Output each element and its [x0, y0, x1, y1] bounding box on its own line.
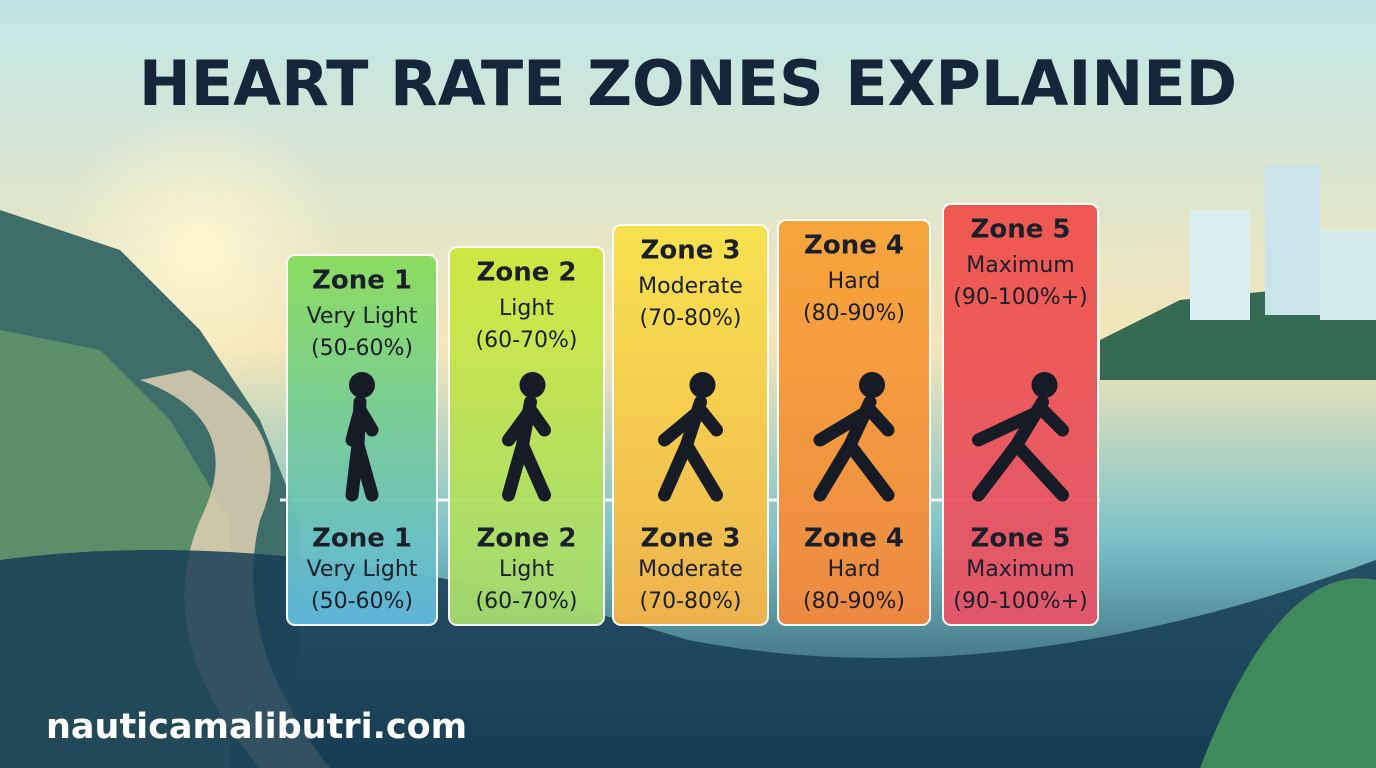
- zone-range: (80-90%): [803, 301, 905, 326]
- zone-intensity: Hard: [828, 557, 881, 582]
- figure-head: [859, 372, 885, 398]
- footer-url: nauticamalibutri.com: [46, 707, 467, 747]
- figure-head: [689, 372, 716, 398]
- zone-name: Zone 4: [804, 231, 904, 261]
- leaf: [1200, 578, 1376, 768]
- zone-range: (50-60%): [311, 589, 413, 614]
- zone-name: Zone 2: [476, 524, 576, 554]
- zone-range: (60-70%): [476, 328, 578, 353]
- zone-intensity: Very Light: [307, 304, 418, 329]
- figure-body: [345, 395, 379, 502]
- zone-name: Zone 5: [970, 215, 1070, 245]
- figure-head: [349, 372, 375, 398]
- zone-intensity: Light: [499, 296, 554, 321]
- building: [1265, 165, 1320, 315]
- zone-name: Zone 3: [640, 524, 740, 554]
- figure-body: [658, 395, 723, 502]
- zone-intensity: Moderate: [638, 557, 743, 582]
- zone-range: (70-80%): [640, 589, 742, 614]
- zone-name: Zone 1: [312, 524, 412, 554]
- zone-range: (60-70%): [476, 589, 578, 614]
- zone-name: Zone 1: [312, 266, 412, 296]
- zone-name: Zone 3: [640, 236, 740, 266]
- title: HEART RATE ZONES EXPLAINED: [139, 47, 1237, 120]
- zone-intensity: Light: [499, 557, 554, 582]
- zone-range: (50-60%): [311, 336, 413, 361]
- zone-intensity: Moderate: [638, 274, 743, 299]
- zone-range: (70-80%): [640, 306, 742, 331]
- zone-range: (90-100%+): [953, 285, 1087, 310]
- figure-head: [1031, 372, 1058, 398]
- building: [1320, 230, 1376, 320]
- figure-body: [972, 395, 1069, 502]
- zone-intensity: Maximum: [966, 557, 1074, 582]
- figure-head: [519, 372, 546, 398]
- zone-intensity: Hard: [828, 269, 881, 294]
- zone-range: (80-90%): [803, 589, 905, 614]
- building: [1190, 210, 1250, 320]
- zone-name: Zone 2: [476, 258, 576, 288]
- zone-intensity: Maximum: [966, 253, 1074, 278]
- zone-name: Zone 5: [970, 524, 1070, 554]
- figure-body: [813, 395, 895, 502]
- zone-range: (90-100%+): [953, 589, 1087, 614]
- figure-body: [502, 395, 551, 502]
- zone-intensity: Very Light: [307, 557, 418, 582]
- zone-name: Zone 4: [804, 524, 904, 554]
